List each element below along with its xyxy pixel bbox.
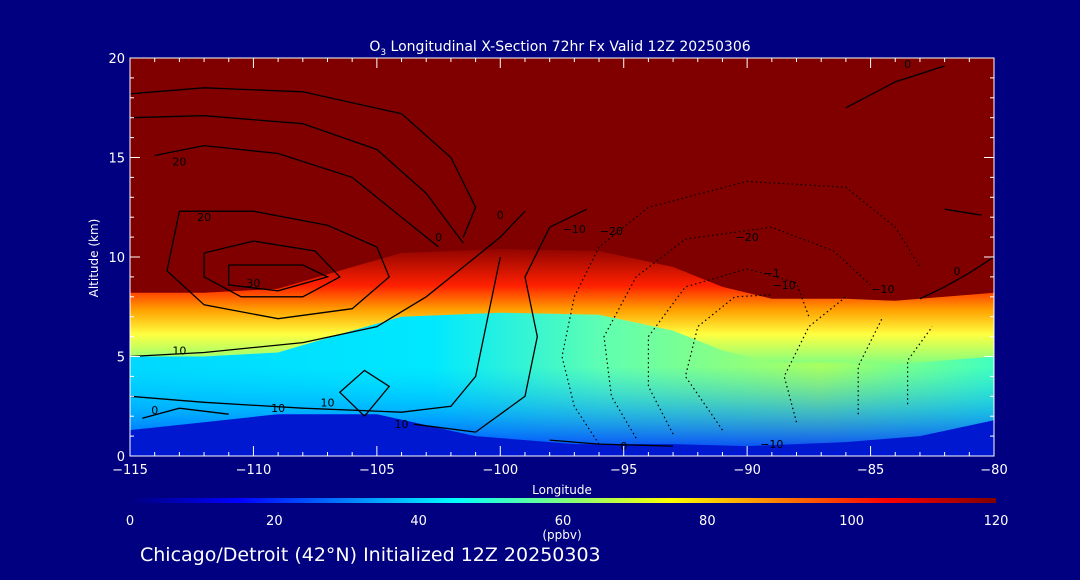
contour-label: −20	[735, 231, 758, 244]
negative-contour-line	[684, 294, 772, 431]
chart-title-o: O	[369, 39, 380, 55]
contour-line	[944, 208, 982, 216]
colorbar-tick-label: 0	[126, 514, 134, 529]
stratospheric-ozone-region	[130, 58, 994, 301]
contour-label: −1	[764, 267, 780, 280]
colorbar-ticks: 0 20 40 60 80 100 120	[126, 514, 1009, 529]
contour-label: 10	[271, 402, 285, 415]
contour-line	[413, 208, 587, 433]
tropopause-gradient-band	[130, 243, 994, 365]
negative-contour-line	[561, 180, 921, 445]
contour-line	[130, 256, 501, 413]
negative-contour-line	[603, 226, 872, 439]
x-tick-label: −110	[236, 463, 272, 478]
x-tick-label: −90	[733, 463, 760, 478]
contour-label: 20	[172, 156, 186, 169]
colorbar	[130, 498, 996, 503]
contour-line	[228, 264, 330, 292]
negative-contour-line	[906, 326, 933, 405]
x-tick-label: −100	[482, 463, 518, 478]
x-tick-label: −85	[857, 463, 884, 478]
y-tick-label: 0	[117, 450, 125, 465]
contour-label: −20	[600, 225, 623, 238]
colorbar-tick-label: 60	[555, 514, 572, 529]
chart-title-rest: Longitudinal X-Section 72hr Fx Valid 12Z…	[386, 39, 751, 55]
contour-line	[130, 87, 477, 238]
contour-line	[154, 144, 440, 248]
contour-line	[203, 240, 341, 298]
contour-line	[142, 407, 229, 419]
x-axis: −115 −110 −105 −100 −95 −90 −85 −80	[112, 58, 1008, 478]
y-axis: 0 5 10 15 20	[108, 52, 994, 465]
contour-label: −10	[773, 279, 796, 292]
surface-low-ozone-region	[130, 414, 994, 456]
contour-label: 0	[497, 209, 504, 222]
y-tick-label: 10	[108, 251, 125, 266]
contour-label: 0	[954, 265, 961, 278]
contour-line	[130, 210, 526, 358]
colorbar-tick-label: 40	[410, 514, 427, 529]
x-tick-label: −80	[980, 463, 1007, 478]
contour-label: 0	[151, 404, 158, 417]
contour-label: −10	[760, 438, 783, 451]
contour-line	[338, 369, 391, 417]
x-tick-label: −95	[610, 463, 637, 478]
y-tick-label: 15	[108, 152, 125, 167]
footer-caption: Chicago/Detroit (42°N) Initialized 12Z 2…	[140, 544, 601, 566]
x-tick-label: −105	[359, 463, 395, 478]
chart-title: O3 Longitudinal X-Section 72hr Fx Valid …	[369, 39, 750, 58]
contour-line	[130, 115, 464, 244]
negative-contour-line	[783, 296, 847, 423]
y-axis-label: Altitude (km)	[87, 219, 101, 298]
contour-label: 30	[246, 277, 260, 290]
y-tick-label: 20	[108, 52, 125, 67]
colorbar-tick-label: 80	[699, 514, 716, 529]
contour-label: 20	[197, 211, 211, 224]
colorbar-tick-label: 20	[266, 514, 283, 529]
chart-title-subscript: 3	[380, 48, 386, 58]
contour-label: 10	[172, 345, 186, 358]
contour-line	[845, 65, 945, 109]
x-axis-label: Longitude	[532, 483, 592, 497]
contour-line	[919, 256, 994, 300]
x-tick-label: −115	[112, 463, 148, 478]
contour-line	[166, 210, 390, 320]
contour-lines	[130, 65, 994, 447]
contour-label: 0	[435, 231, 442, 244]
colorbar-unit-label: (ppbv)	[542, 528, 581, 542]
contour-label: 10	[395, 418, 409, 431]
contour-label: −10	[871, 283, 894, 296]
colorbar-tick-label: 120	[984, 514, 1009, 529]
colorbar-tick-label: 100	[839, 514, 864, 529]
contour-label: 10	[321, 396, 335, 409]
contour-label: −10	[563, 223, 586, 236]
y-tick-label: 5	[117, 351, 125, 366]
contour-label: 0	[904, 58, 911, 71]
